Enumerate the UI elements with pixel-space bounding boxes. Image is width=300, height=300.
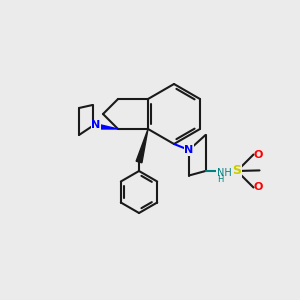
- Text: O: O: [253, 149, 263, 160]
- Text: H: H: [217, 175, 223, 184]
- Text: S: S: [232, 164, 242, 178]
- Polygon shape: [136, 129, 148, 163]
- Polygon shape: [92, 123, 118, 129]
- Text: O: O: [253, 182, 263, 193]
- Text: N: N: [92, 120, 101, 130]
- Text: NH: NH: [217, 167, 232, 178]
- Text: N: N: [184, 145, 194, 155]
